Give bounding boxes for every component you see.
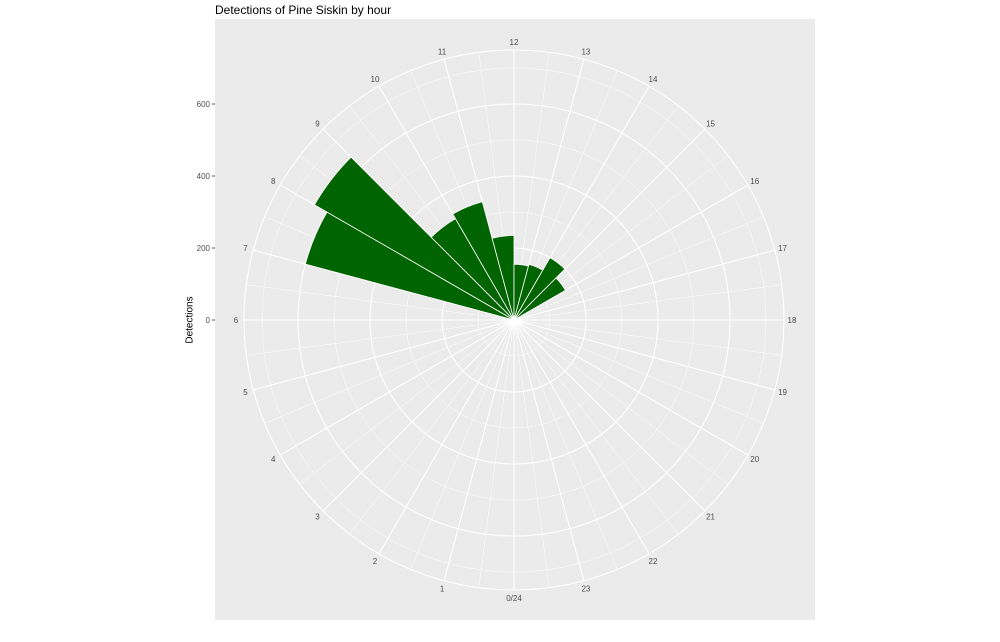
major-spoke xyxy=(513,319,749,456)
y-tick-label: 400 xyxy=(197,172,211,181)
hour-tick-label: 13 xyxy=(581,47,590,56)
bar-hour-15 xyxy=(513,277,566,321)
minor-spoke xyxy=(264,319,515,424)
major-spoke xyxy=(513,319,706,512)
major-spoke xyxy=(513,319,650,555)
hour-tick-label: 16 xyxy=(750,177,759,186)
major-spoke xyxy=(513,319,775,391)
hour-tick-label: 10 xyxy=(371,75,380,84)
hour-tick-label: 12 xyxy=(510,38,519,47)
bars xyxy=(304,156,566,321)
minor-spoke xyxy=(513,284,782,321)
minor-spoke xyxy=(246,319,515,356)
y-tick-label: 600 xyxy=(197,100,211,109)
hour-tick-label: 4 xyxy=(271,455,276,464)
minor-spoke xyxy=(513,319,782,356)
major-spoke xyxy=(322,319,515,512)
hour-tick-label: 15 xyxy=(706,119,715,128)
hour-tick-label: 1 xyxy=(440,585,445,594)
minor-spoke xyxy=(513,319,550,588)
hour-tick-label: 14 xyxy=(649,75,658,84)
minor-spoke xyxy=(349,319,515,535)
major-spoke xyxy=(513,319,585,581)
bar-hour-8 xyxy=(313,156,515,321)
minor-spoke xyxy=(513,319,764,424)
hour-tick-label: 21 xyxy=(706,513,715,522)
y-axis: 0 200 400 600 xyxy=(197,100,215,325)
hour-tick-label: 18 xyxy=(788,316,797,325)
chart-title: Detections of Pine Siskin by hour xyxy=(215,3,392,17)
minor-spoke xyxy=(513,319,618,570)
bar-hour-10 xyxy=(452,201,515,321)
hour-tick-label: 8 xyxy=(271,177,276,186)
hour-tick-label: 6 xyxy=(234,316,239,325)
major-spoke xyxy=(279,319,515,456)
hour-tick-label: 22 xyxy=(649,557,658,566)
bar-hour-11 xyxy=(491,234,515,321)
hour-tick-label: 9 xyxy=(315,119,320,128)
hour-tick-label: 5 xyxy=(243,388,248,397)
hour-tick-label: 11 xyxy=(438,47,447,56)
hour-tick-label: 20 xyxy=(750,455,759,464)
minor-spoke xyxy=(513,216,764,321)
major-spoke xyxy=(253,319,515,391)
minor-spoke xyxy=(299,319,515,485)
major-spoke xyxy=(513,249,775,321)
hour-tick-label: 3 xyxy=(315,513,320,522)
hour-tick-label: 19 xyxy=(778,388,787,397)
y-tick-label: 200 xyxy=(197,244,211,253)
minor-spoke xyxy=(513,319,679,535)
major-spoke xyxy=(378,319,515,555)
hour-tick-label: 23 xyxy=(581,585,590,594)
hour-tick-labels: 0/24123456789101112131415161718192021222… xyxy=(234,38,797,603)
major-spoke xyxy=(443,319,515,581)
minor-spoke xyxy=(410,319,515,570)
hour-tick-label: 0/24 xyxy=(506,594,522,603)
hour-tick-label: 7 xyxy=(243,244,248,253)
hour-tick-label: 2 xyxy=(373,557,378,566)
bar-hour-14 xyxy=(513,257,566,321)
hour-tick-label: 17 xyxy=(778,244,787,253)
minor-spoke xyxy=(246,284,515,321)
minor-spoke xyxy=(513,319,729,485)
minor-spoke xyxy=(478,319,515,588)
y-tick-label: 0 xyxy=(206,316,211,325)
